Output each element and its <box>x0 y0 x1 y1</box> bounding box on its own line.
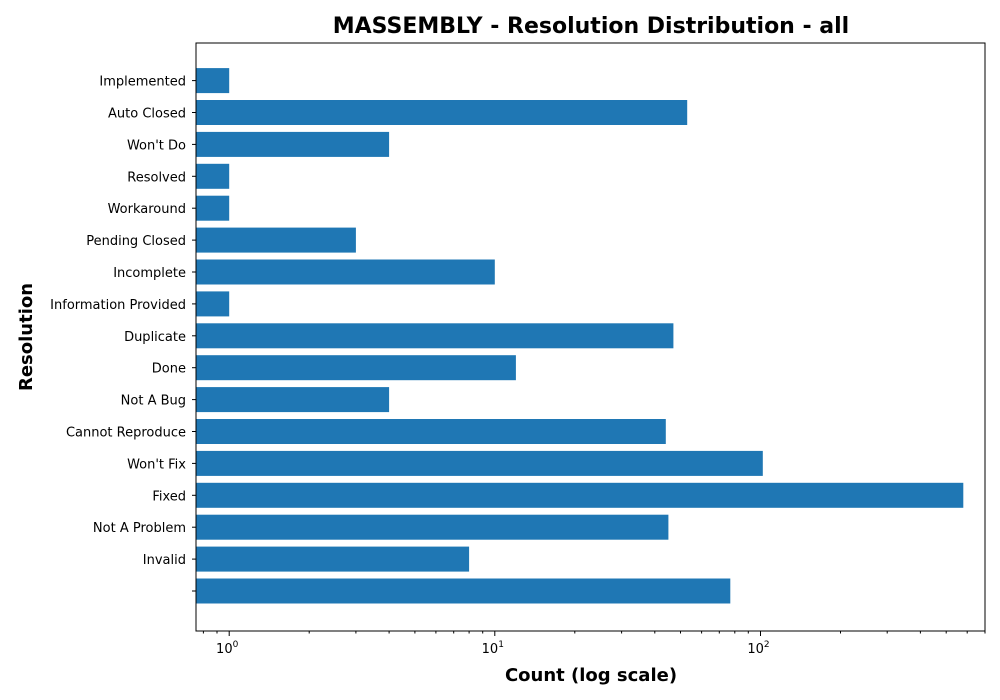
bars-group <box>196 68 964 604</box>
y-tick-label: Invalid <box>143 553 186 568</box>
bar <box>196 355 516 381</box>
bar <box>196 323 674 349</box>
x-axis-label: Count (log scale) <box>505 665 677 686</box>
bar <box>196 163 230 189</box>
x-tick-label: 100 <box>216 640 239 657</box>
y-tick-label: Fixed <box>152 489 186 504</box>
bar <box>196 259 495 285</box>
bar <box>196 419 666 444</box>
y-tick-label: Cannot Reproduce <box>66 426 186 441</box>
bar <box>196 450 763 476</box>
x-tick-label: 102 <box>747 640 769 657</box>
bar <box>196 514 669 540</box>
x-tick-base: 10 <box>747 642 764 657</box>
y-tick-label: Won't Fix <box>127 457 186 472</box>
x-tick-exponent: 1 <box>498 640 504 650</box>
x-tick-base: 10 <box>216 642 233 657</box>
bar <box>196 387 390 413</box>
bar <box>196 546 470 572</box>
y-tick-label: Workaround <box>108 202 186 217</box>
bar <box>196 100 688 125</box>
y-tick-labels: Invalid Not A Problem Fixed Won't Fix Cannot… <box>50 75 196 592</box>
y-tick-label: Done <box>152 362 186 377</box>
bar <box>196 482 964 508</box>
y-tick-label: Duplicate <box>124 330 186 345</box>
chart-title: MASSEMBLY - Resolution Distribution - al… <box>333 14 849 39</box>
x-tick-base: 10 <box>482 642 499 657</box>
y-tick-label: Auto Closed <box>108 107 186 122</box>
y-tick-label: Won't Do <box>127 138 186 153</box>
x-tick-exponent: 0 <box>233 640 239 650</box>
x-ticks: 100 101 102 <box>202 631 986 657</box>
bar <box>196 195 230 221</box>
y-tick-label: Not A Problem <box>93 521 186 536</box>
y-axis-label: Resolution <box>16 283 37 391</box>
bar <box>196 578 731 604</box>
y-tick-label: Implemented <box>99 75 186 90</box>
y-tick-label: Not A Bug <box>121 394 186 409</box>
bar <box>196 131 390 157</box>
y-tick-label: Pending Closed <box>86 234 186 249</box>
plot-frame <box>195 42 986 632</box>
bar <box>196 291 230 317</box>
y-tick-label: Information Provided <box>50 298 186 313</box>
bar <box>196 68 230 94</box>
x-tick-exponent: 2 <box>764 640 770 650</box>
y-tick-label: Resolved <box>127 170 186 185</box>
y-tick-label: Incomplete <box>113 266 186 281</box>
x-tick-label: 101 <box>482 640 504 657</box>
bar <box>196 227 356 253</box>
